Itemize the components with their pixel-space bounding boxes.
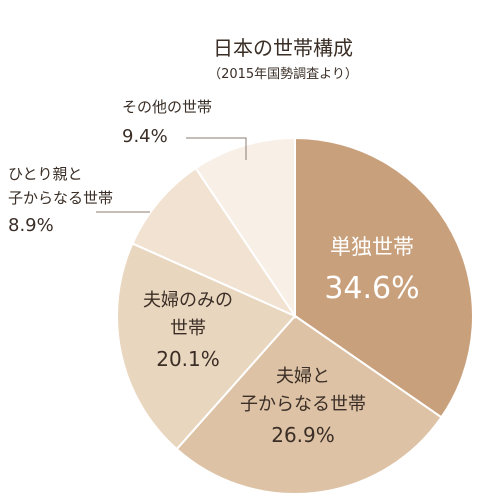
slice-value-label: 9.4% bbox=[122, 126, 168, 147]
slice-category-label: 単独世帯 bbox=[330, 235, 414, 259]
pie-slices bbox=[116, 136, 474, 495]
slice-labels: 単独世帯34.6%夫婦と子からなる世帯26.9%夫婦のみの世帯20.1%ひとり親… bbox=[8, 98, 420, 447]
chart-subtitle: （2015年国勢調査より） bbox=[208, 67, 358, 82]
slice-category-label: 夫婦と bbox=[276, 366, 330, 387]
pie-slice bbox=[175, 314, 443, 495]
slice-value-label: 26.9% bbox=[271, 423, 335, 447]
leader-lines bbox=[96, 137, 247, 213]
slice-category-label: 世帯 bbox=[170, 318, 206, 339]
pie-slice bbox=[294, 136, 474, 419]
pie-slice bbox=[194, 136, 296, 320]
slice-category-label: 子からなる世帯 bbox=[8, 189, 113, 207]
pie-slice bbox=[116, 242, 297, 451]
slice-value-label: 8.9% bbox=[8, 215, 54, 236]
slice-category-label: 子からなる世帯 bbox=[240, 394, 366, 415]
pie-slice bbox=[131, 166, 298, 319]
slice-value-label: 34.6% bbox=[324, 271, 419, 306]
slice-category-label: ひとり親と bbox=[8, 165, 83, 183]
chart-title: 日本の世帯構成 bbox=[213, 36, 353, 60]
slice-category-label: 夫婦のみの bbox=[143, 290, 233, 311]
slice-category-label: その他の世帯 bbox=[122, 98, 212, 116]
leader-line bbox=[186, 137, 247, 160]
slice-value-label: 20.1% bbox=[156, 347, 220, 371]
